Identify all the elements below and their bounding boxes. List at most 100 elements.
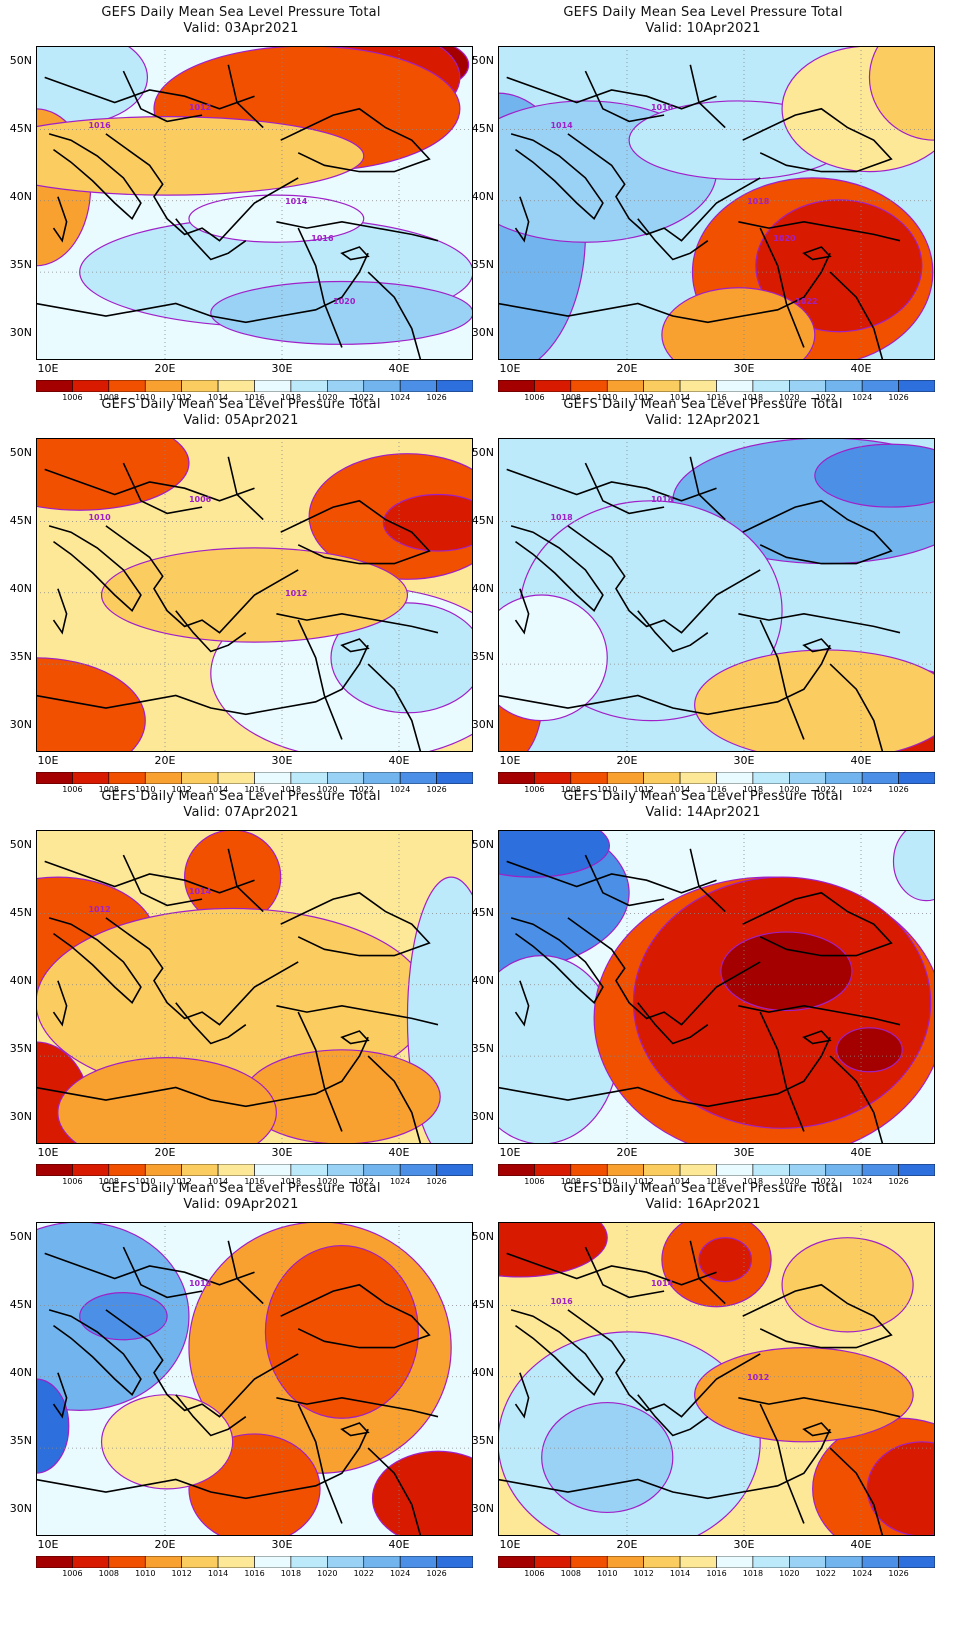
colorbar-level-label: 1022 bbox=[353, 393, 374, 402]
colorbar-swatch bbox=[399, 1556, 437, 1568]
longitude-label: 10E bbox=[499, 1146, 521, 1159]
pressure-contour-region bbox=[371, 1450, 473, 1536]
latitude-label: 45N bbox=[9, 514, 32, 527]
colorbar-swatch bbox=[789, 1556, 827, 1568]
map-frame bbox=[498, 46, 935, 360]
coastline bbox=[742, 1283, 893, 1349]
colorbar-swatch bbox=[36, 1164, 73, 1176]
coastline bbox=[506, 468, 717, 502]
coastline bbox=[48, 1309, 142, 1396]
colorbar-swatch bbox=[290, 772, 328, 784]
colorbar-swatch bbox=[327, 380, 365, 392]
contour-label: 1018 bbox=[747, 196, 770, 206]
colorbar-swatch bbox=[606, 1556, 644, 1568]
contour-label: 1012 bbox=[88, 905, 111, 915]
colorbar-swatch bbox=[643, 1556, 681, 1568]
panel-title: GEFS Daily Mean Sea Level Pressure Total bbox=[101, 1181, 381, 1196]
coastline bbox=[52, 980, 68, 1027]
colorbar-swatch bbox=[36, 772, 73, 784]
colorbar-level-label: 1012 bbox=[171, 393, 192, 402]
longitude-label: 40E bbox=[850, 754, 872, 767]
pressure-contour-region bbox=[188, 194, 365, 243]
colorbar-level-label: 1014 bbox=[207, 1177, 229, 1186]
colorbar-level-label: 1020 bbox=[779, 1569, 800, 1578]
coastline bbox=[48, 133, 142, 220]
coastline bbox=[742, 499, 893, 565]
colorbar-level-label: 1006 bbox=[524, 1177, 545, 1186]
latitude-label: 45N bbox=[471, 514, 494, 527]
colorbar-swatch bbox=[181, 1164, 219, 1176]
pressure-contour-region bbox=[57, 1057, 277, 1144]
colorbar-level-label: 1006 bbox=[62, 785, 83, 794]
longitude-label: 40E bbox=[388, 1538, 410, 1551]
coastline bbox=[280, 1283, 431, 1349]
latitude-label: 45N bbox=[9, 906, 32, 919]
colorbar-level-label: 1016 bbox=[706, 1177, 727, 1186]
colorbar-level-label: 1010 bbox=[597, 1569, 618, 1578]
colorbar-level-label: 1026 bbox=[888, 393, 909, 402]
colorbar-swatch bbox=[861, 380, 899, 392]
colorbar-level-label: 1026 bbox=[426, 1177, 447, 1186]
coastline bbox=[506, 860, 717, 894]
pressure-contour-region bbox=[720, 931, 853, 1012]
colorbar-swatch bbox=[217, 1556, 255, 1568]
contour-label: 1012 bbox=[285, 588, 308, 598]
colorbar-swatch bbox=[898, 772, 935, 784]
colorbar-swatch bbox=[327, 1164, 365, 1176]
longitude-label: 30E bbox=[271, 362, 293, 375]
colorbar bbox=[36, 1556, 473, 1568]
coastline bbox=[44, 468, 255, 502]
colorbar-swatch bbox=[436, 380, 473, 392]
contour-label: 1018 bbox=[550, 513, 573, 523]
longitude-label: 10E bbox=[37, 1146, 59, 1159]
colorbar-swatch bbox=[898, 1164, 935, 1176]
latitude-label: 50N bbox=[471, 446, 494, 459]
coastline bbox=[759, 1011, 805, 1132]
colorbar-level-label: 1008 bbox=[560, 1569, 581, 1578]
pressure-map-canvas bbox=[36, 46, 473, 360]
longitude-label: 40E bbox=[388, 1146, 410, 1159]
contour-label: 1016 bbox=[650, 102, 674, 112]
colorbar-swatch bbox=[290, 380, 328, 392]
pressure-contour-region bbox=[781, 1237, 914, 1333]
longitude-label: 20E bbox=[616, 1538, 638, 1551]
colorbar-swatch bbox=[290, 1164, 328, 1176]
panel-valid-date: Valid: 12Apr2021 bbox=[462, 413, 944, 429]
coastline bbox=[742, 107, 893, 173]
longitude-label: 20E bbox=[154, 1146, 176, 1159]
map-panel: GEFS Daily Mean Sea Level Pressure Total… bbox=[462, 784, 944, 1194]
colorbar-swatch bbox=[825, 772, 863, 784]
coastline bbox=[829, 663, 884, 752]
colorbar-swatch bbox=[72, 1556, 110, 1568]
colorbar-swatch bbox=[108, 772, 146, 784]
panel-title: GEFS Daily Mean Sea Level Pressure Total bbox=[563, 397, 843, 412]
pressure-map-canvas bbox=[498, 1222, 935, 1536]
colorbar-swatch bbox=[716, 1164, 754, 1176]
pressure-contour-region bbox=[868, 46, 935, 141]
colorbar bbox=[498, 1556, 935, 1568]
colorbar-level-label: 1008 bbox=[560, 1177, 581, 1186]
coastline bbox=[340, 638, 370, 653]
coastline bbox=[122, 1246, 203, 1299]
coastline bbox=[802, 246, 832, 261]
colorbar-level-label: 1022 bbox=[353, 785, 374, 794]
colorbar-swatch bbox=[181, 380, 219, 392]
coastline bbox=[759, 619, 805, 740]
colorbar-level-label: 1006 bbox=[524, 785, 545, 794]
colorbar-level-label: 1006 bbox=[62, 393, 83, 402]
map-frame bbox=[36, 46, 473, 360]
colorbar-swatch bbox=[825, 1556, 863, 1568]
colorbar-level-label: 1014 bbox=[207, 393, 229, 402]
colorbar-level-label: 1026 bbox=[888, 1177, 909, 1186]
coastline bbox=[514, 588, 530, 635]
latitude-label: 40N bbox=[471, 1366, 494, 1379]
colorbar-swatch bbox=[36, 380, 73, 392]
colorbar-level-label: 1016 bbox=[244, 1569, 265, 1578]
colorbar-swatch bbox=[534, 380, 572, 392]
coastline bbox=[105, 133, 299, 242]
pressure-map: 1006 1010 1012 bbox=[36, 438, 473, 752]
coastline bbox=[514, 980, 530, 1027]
pressure-contour-region bbox=[661, 287, 816, 360]
contour-label: 1014 bbox=[650, 1278, 674, 1288]
colorbar-swatch bbox=[498, 1556, 535, 1568]
